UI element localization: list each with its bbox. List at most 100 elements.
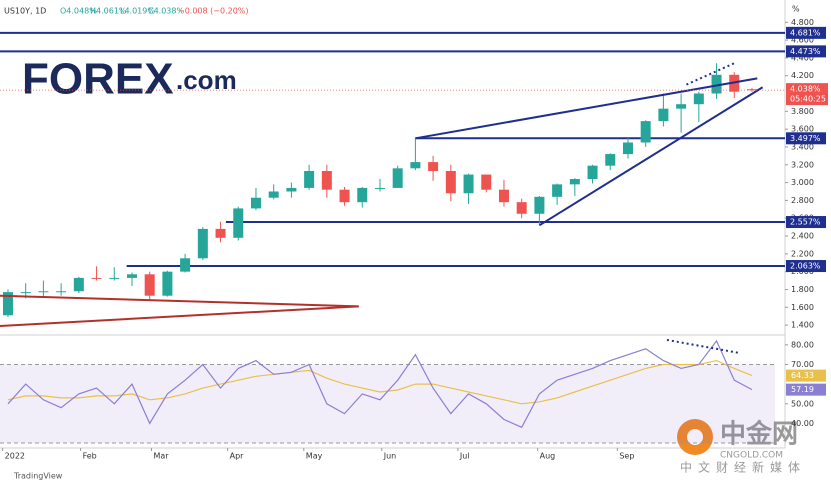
candle-body <box>711 74 722 94</box>
candle-body <box>250 197 261 209</box>
candle-body <box>126 274 137 278</box>
trendline <box>686 62 735 86</box>
ohlc-close: C4.038% <box>148 7 184 16</box>
x-tick-label: Mar <box>153 452 169 461</box>
candle-body <box>162 271 173 296</box>
level-tag-label: 2.557% <box>790 218 821 227</box>
candle-body <box>746 89 757 91</box>
level-tag-label: 4.473% <box>790 47 821 56</box>
candle-body <box>109 277 120 279</box>
level-tag <box>786 216 826 229</box>
candle-body <box>392 168 403 188</box>
rsi-line <box>7 339 753 429</box>
rsi-tick-label: 50.00 <box>791 399 814 408</box>
y-tick-label: 3.200 <box>791 160 814 169</box>
candle-body <box>20 292 31 294</box>
price-tag-label: 4.038% <box>790 85 821 94</box>
candle-body <box>463 174 474 194</box>
level-tag <box>786 45 826 58</box>
trendline <box>0 305 359 327</box>
x-tick-label: Feb <box>83 452 97 461</box>
watermark-site: CNGOLD.COM <box>720 451 783 461</box>
rsi-tag-label: 64.33 <box>791 371 814 380</box>
x-tick-label: Aug <box>540 452 556 461</box>
candle-body <box>197 228 208 259</box>
candle-body <box>516 202 527 214</box>
candle-body <box>268 191 279 198</box>
candle-body <box>605 154 616 166</box>
candle-body <box>38 291 49 293</box>
y-tick-label: 4.200 <box>791 71 814 80</box>
candle-body <box>286 187 297 192</box>
x-tick-label: 2022 <box>5 452 25 461</box>
countdown: 05:40:25 <box>790 95 826 104</box>
candle-body <box>676 104 687 109</box>
candle-body <box>622 142 633 155</box>
y-tick-label: 3.800 <box>791 107 814 116</box>
candle-body <box>91 277 102 279</box>
rsi-line <box>7 359 753 405</box>
x-tick-label: Jun <box>383 452 397 461</box>
footer: TradingView <box>13 472 63 481</box>
watermark-tagline: 中文财经新媒体 <box>680 460 806 475</box>
y-unit: % <box>792 5 800 14</box>
y-tick-label: 3.000 <box>791 178 814 187</box>
candle-body <box>410 162 421 169</box>
level-tag <box>786 26 826 39</box>
rsi-tag-label: 57.19 <box>791 385 814 394</box>
candle-body <box>215 228 226 238</box>
candle-body <box>552 184 563 197</box>
trendline <box>538 86 764 227</box>
y-tick-label: 1.600 <box>791 303 814 312</box>
candle-body <box>569 179 580 185</box>
candle-body <box>640 121 651 143</box>
candle-body <box>56 291 67 293</box>
candle-body <box>693 93 704 105</box>
y-tick-label: 4.800 <box>791 18 814 27</box>
y-tick-label: 4.600 <box>791 36 814 45</box>
y-tick-label: 2.400 <box>791 232 814 241</box>
y-tick-label: 2.200 <box>791 249 814 258</box>
level-tag <box>786 132 826 145</box>
y-tick-label: 4.400 <box>791 53 814 62</box>
level-tag <box>786 260 826 273</box>
ohlc-low: L4.019% <box>120 7 155 16</box>
ohlc-change: −0.008 (−0.20%) <box>178 7 249 16</box>
x-tick-label: May <box>306 452 323 461</box>
candle-body <box>144 274 155 296</box>
logo-suffix: .com <box>176 65 237 95</box>
y-tick-label: 1.800 <box>791 285 814 294</box>
candle-body <box>658 108 669 122</box>
rsi-tick-label: 80.00 <box>791 340 814 349</box>
x-tick-label: Apr <box>230 452 245 461</box>
y-tick-label: 3.600 <box>791 125 814 134</box>
symbol: US10Y, 1D <box>4 7 46 16</box>
candle-body <box>321 171 332 190</box>
ohlc-open: O4.048% <box>60 7 97 16</box>
x-tick-label: Sep <box>619 452 634 461</box>
candle-body <box>374 187 385 189</box>
candle-body <box>180 258 191 272</box>
candle-body <box>587 165 598 180</box>
y-tick-label: 2.800 <box>791 196 814 205</box>
rsi-tag <box>786 383 826 396</box>
ohlc-high: H4.061% <box>90 7 127 16</box>
x-tick-label: Jul <box>459 452 470 461</box>
level-tag-label: 3.497% <box>790 134 821 143</box>
candle-body <box>2 292 13 316</box>
candle-body <box>534 196 545 214</box>
candle-body <box>481 174 492 190</box>
level-tag-label: 2.063% <box>790 262 821 271</box>
y-tick-label: 3.400 <box>791 142 814 151</box>
candle-body <box>498 189 509 203</box>
logo-brand: FOREX <box>22 55 174 104</box>
candle-body <box>445 171 456 194</box>
rsi-band <box>0 364 775 444</box>
candle-body <box>339 189 350 203</box>
trendline <box>666 338 738 354</box>
rsi-tick-label: 70.00 <box>791 360 814 369</box>
watermark-icon <box>687 429 703 445</box>
candle-body <box>233 208 244 238</box>
